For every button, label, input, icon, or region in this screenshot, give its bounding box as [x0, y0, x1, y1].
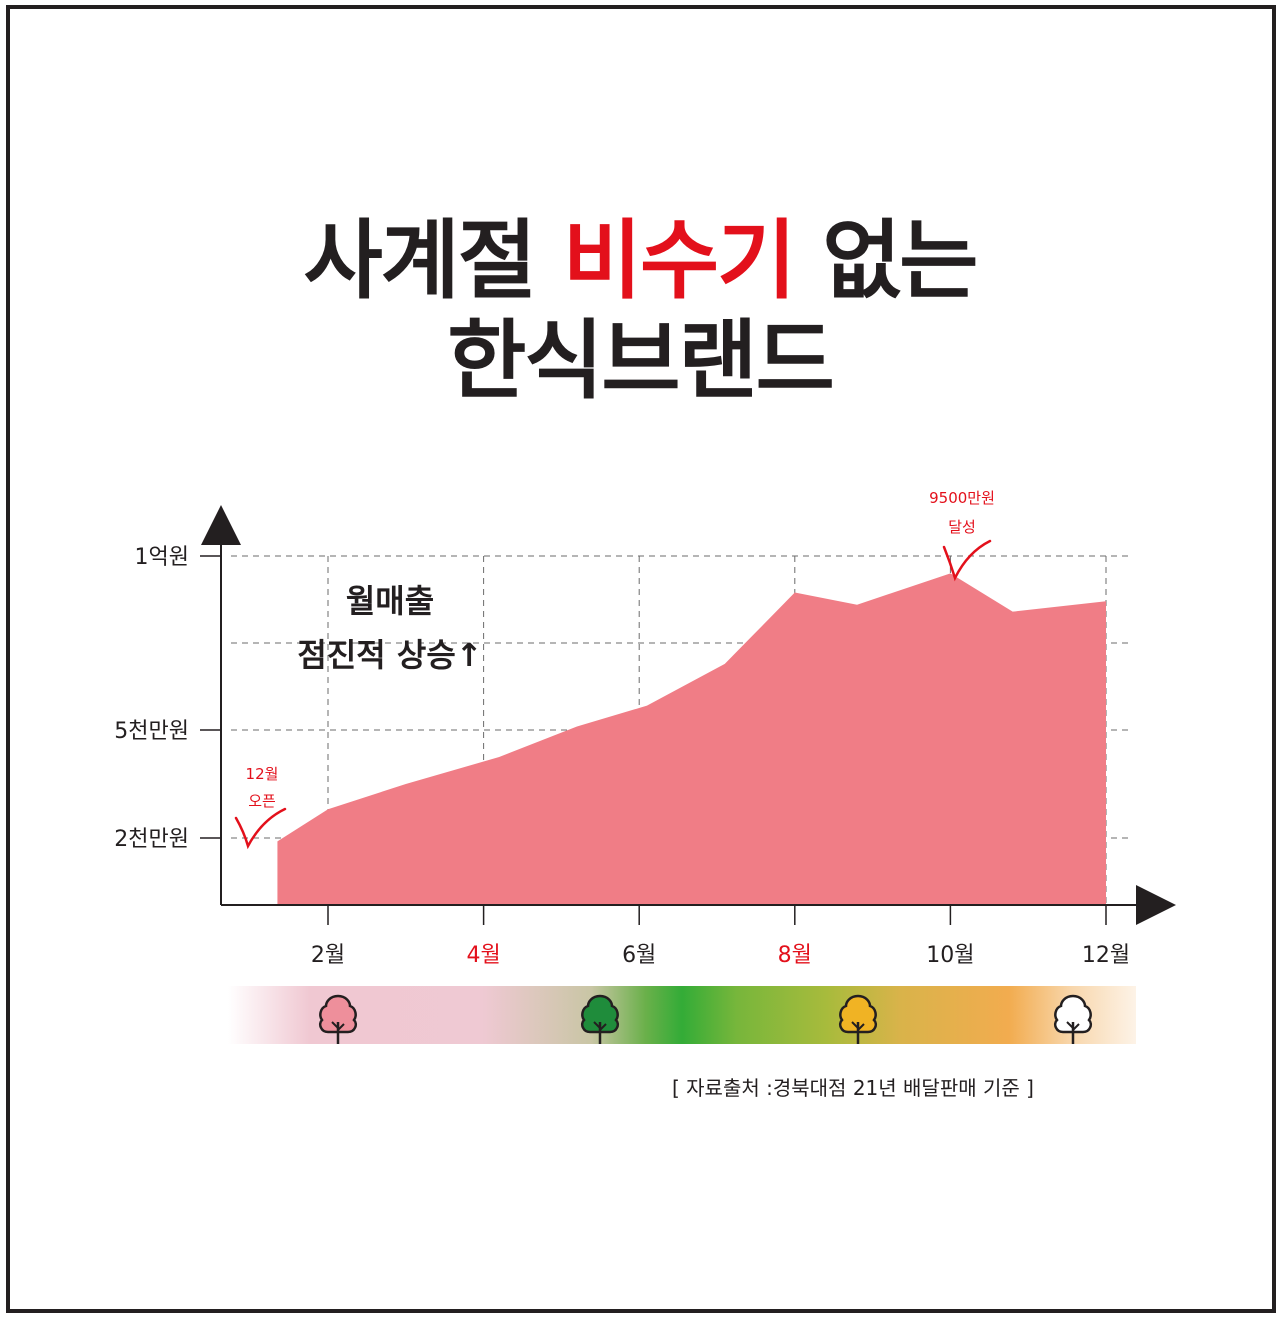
- title-highlight: 비수기: [562, 211, 796, 311]
- white-tree-icon: [1054, 994, 1092, 1044]
- annotation-peak-line1: 9500만원: [929, 489, 995, 507]
- season-gradient-bar: [228, 986, 1136, 1044]
- y-tick-label: 5천만원: [114, 719, 189, 744]
- annotation-start-line1: 12월: [246, 765, 279, 783]
- page-title-line2: 한식브랜드: [447, 311, 835, 411]
- ticks-layer: 1억원 5천만원 2천만원 2월 4월 6월 8월 10월 12월: [114, 545, 1130, 968]
- page-title-line1: 사계절 비수기 없는: [0, 218, 1280, 304]
- winter-tree-branch: [1066, 1021, 1080, 1031]
- x-tick-label: 10월: [926, 943, 974, 968]
- pink-tree-icon: [319, 994, 357, 1044]
- annotation-main-line2: 점진적 상승↑: [297, 636, 482, 674]
- title-suffix: 없는: [794, 211, 978, 311]
- autumn-tree-branch: [851, 1021, 865, 1031]
- x-tick-label: 4월: [466, 943, 500, 968]
- spring-tree-branch: [331, 1021, 345, 1031]
- x-tick-label: 8월: [778, 943, 812, 968]
- annotation-peak-line2: 달성: [948, 518, 976, 536]
- x-axis-arrow-icon: [1136, 885, 1176, 925]
- data-source-note: [ 자료출처 :경북대점 21년 배달판매 기준 ]: [672, 1076, 1034, 1100]
- y-tick-label: 2천만원: [114, 827, 189, 852]
- annotation-start-line2: 오픈: [248, 792, 276, 810]
- yellow-tree-icon: [839, 994, 877, 1044]
- annotation-main-line1: 월매출: [346, 582, 434, 620]
- y-axis-arrow-icon: [201, 505, 241, 545]
- green-tree-icon: [581, 994, 619, 1044]
- axes-layer: [201, 505, 1176, 925]
- x-tick-label: 6월: [622, 943, 656, 968]
- title-prefix: 사계절: [303, 211, 563, 311]
- x-tick-label: 2월: [311, 943, 345, 968]
- summer-tree-branch: [593, 1021, 607, 1031]
- y-tick-label: 1억원: [135, 545, 189, 570]
- peak-check-icon: [942, 539, 992, 582]
- x-tick-label: 12월: [1082, 943, 1130, 968]
- start-check-icon: [234, 807, 287, 850]
- page-frame: [6, 5, 1276, 1313]
- sales-area-series: [277, 573, 1106, 905]
